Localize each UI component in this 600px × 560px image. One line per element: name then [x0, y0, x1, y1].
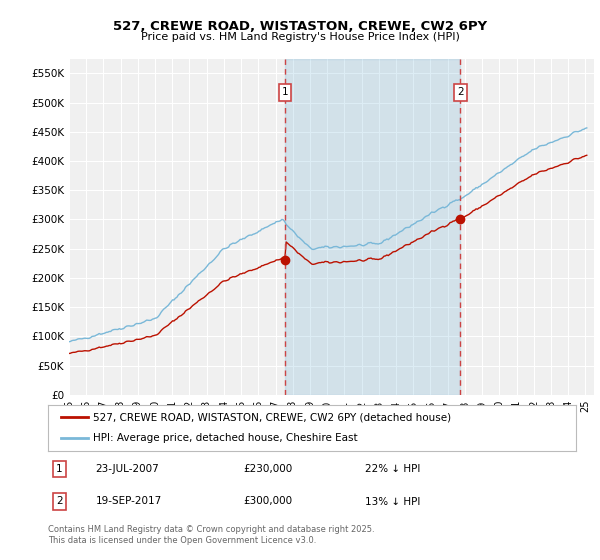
Text: 527, CREWE ROAD, WISTASTON, CREWE, CW2 6PY: 527, CREWE ROAD, WISTASTON, CREWE, CW2 6… [113, 20, 487, 32]
Text: £230,000: £230,000 [244, 464, 293, 474]
Text: 2: 2 [457, 87, 463, 97]
Text: Price paid vs. HM Land Registry's House Price Index (HPI): Price paid vs. HM Land Registry's House … [140, 32, 460, 42]
Bar [285, 59, 460, 395]
Text: 19-SEP-2017: 19-SEP-2017 [95, 497, 162, 506]
Text: £300,000: £300,000 [244, 497, 292, 506]
Text: HPI: Average price, detached house, Cheshire East: HPI: Average price, detached house, Ches… [93, 433, 358, 444]
Text: Contains HM Land Registry data © Crown copyright and database right 2025.
This d: Contains HM Land Registry data © Crown c… [48, 525, 374, 545]
Text: 2: 2 [56, 497, 62, 506]
Text: 23-JUL-2007: 23-JUL-2007 [95, 464, 159, 474]
Text: 1: 1 [56, 464, 62, 474]
Text: 527, CREWE ROAD, WISTASTON, CREWE, CW2 6PY (detached house): 527, CREWE ROAD, WISTASTON, CREWE, CW2 6… [93, 412, 451, 422]
Text: 13% ↓ HPI: 13% ↓ HPI [365, 497, 420, 506]
Text: 1: 1 [282, 87, 289, 97]
Text: 22% ↓ HPI: 22% ↓ HPI [365, 464, 420, 474]
